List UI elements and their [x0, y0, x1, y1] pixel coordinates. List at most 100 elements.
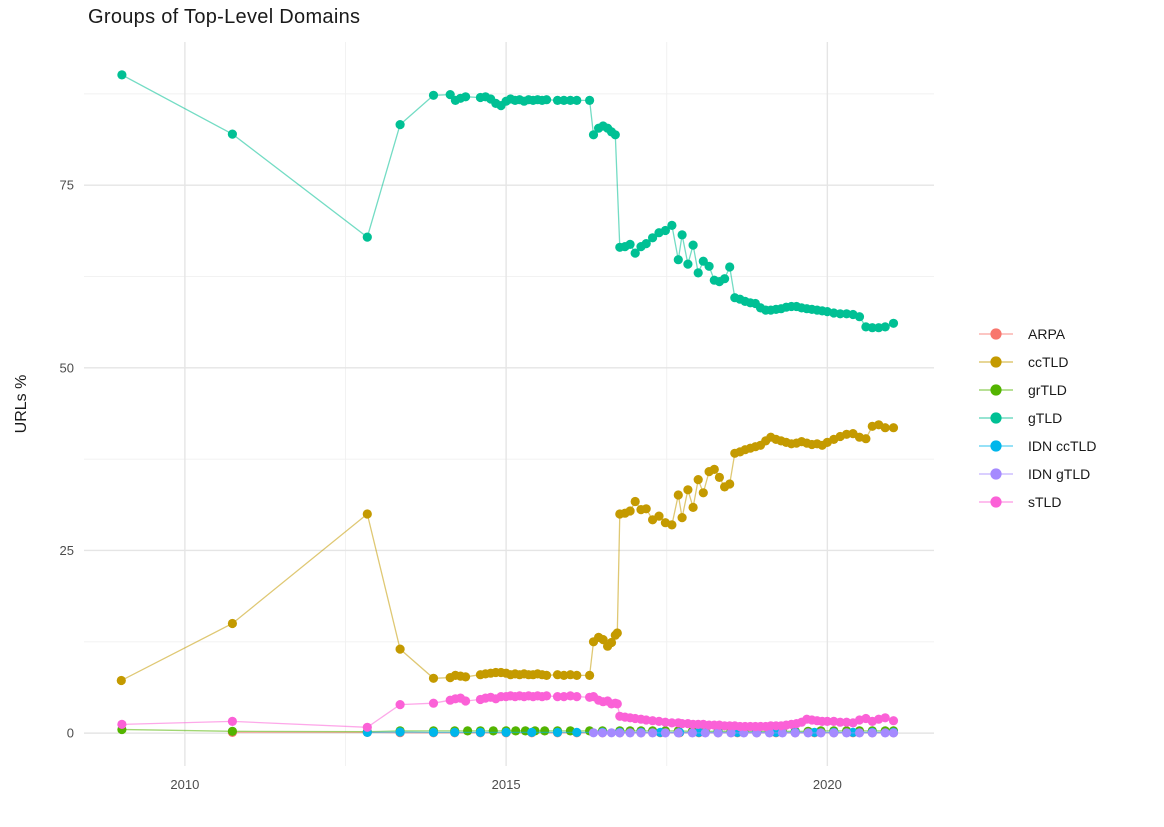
legend-key-dot — [990, 356, 1002, 368]
data-point — [803, 728, 813, 738]
data-point — [542, 670, 552, 681]
data-point — [588, 130, 599, 140]
data-point — [116, 675, 126, 686]
series-line — [121, 74, 894, 329]
data-point — [867, 728, 877, 738]
data-point — [683, 259, 693, 269]
data-point — [688, 240, 698, 250]
data-point — [501, 727, 511, 738]
data-point — [641, 504, 651, 514]
data-point — [227, 726, 237, 736]
data-point — [572, 670, 582, 681]
data-point — [888, 423, 899, 433]
legend-key-icon — [979, 412, 1013, 424]
legend-label: ARPA — [1028, 326, 1066, 342]
data-point — [660, 225, 671, 236]
legend-item-idn-cctld: IDN ccTLD — [978, 432, 1096, 460]
data-point — [854, 312, 865, 322]
data-point — [673, 728, 683, 738]
data-point — [542, 95, 552, 105]
legend-item-gtld: gTLD — [978, 404, 1096, 432]
data-point — [117, 719, 127, 730]
chart-title: Groups of Top-Level Domains — [88, 6, 361, 28]
legend-item-stld: sTLD — [978, 488, 1096, 516]
data-point — [461, 672, 471, 682]
data-point — [625, 728, 635, 738]
data-point — [612, 628, 622, 638]
legend-key-dot — [990, 440, 1002, 452]
legend-key-icon — [979, 356, 1013, 368]
data-point — [428, 90, 439, 100]
data-point — [725, 262, 735, 272]
data-point — [630, 496, 640, 507]
data-point — [461, 696, 471, 706]
data-point — [641, 239, 651, 249]
legend-item-cctld: ccTLD — [978, 348, 1096, 376]
data-point — [648, 233, 658, 243]
data-point — [713, 728, 723, 738]
data-point — [559, 95, 569, 105]
data-point — [835, 717, 845, 727]
legend-key-icon — [979, 440, 1013, 452]
data-point — [667, 718, 677, 728]
legend-key-dot — [990, 328, 1002, 340]
y-tick-label: 50 — [60, 360, 74, 375]
data-point — [606, 728, 617, 738]
x-tick-label: 2015 — [492, 777, 521, 792]
legend-label: grTLD — [1028, 382, 1067, 398]
data-point — [693, 475, 703, 485]
data-point — [227, 129, 237, 139]
data-point — [888, 318, 899, 328]
data-point — [598, 635, 608, 645]
legend-key-icon — [979, 328, 1013, 340]
data-point — [395, 644, 405, 654]
legend-item-idn-gtld: IDN gTLD — [978, 460, 1096, 488]
data-point — [704, 261, 714, 271]
data-point — [790, 728, 800, 738]
data-point — [677, 513, 687, 523]
data-point — [395, 700, 405, 710]
series-sTLD — [117, 691, 899, 732]
legend-key-dot — [990, 468, 1002, 480]
data-point — [612, 699, 622, 709]
data-point — [362, 509, 372, 519]
legend-item-arpa: ARPA — [978, 320, 1096, 348]
legend-key-dot — [990, 384, 1002, 396]
data-point — [428, 698, 439, 708]
legend: ARPA ccTLD grTLD gTLD IDN ccTLD IDN gTLD sTLD — [978, 320, 1096, 516]
data-point — [829, 728, 839, 738]
data-point — [615, 728, 625, 738]
data-point — [428, 673, 439, 683]
data-point — [667, 220, 677, 230]
data-point — [648, 728, 658, 738]
data-point — [687, 728, 698, 738]
data-point — [854, 728, 865, 738]
data-point — [861, 434, 871, 444]
data-point — [597, 728, 608, 738]
legend-label: IDN ccTLD — [1028, 438, 1097, 454]
data-point — [693, 268, 703, 278]
data-point — [572, 95, 582, 105]
data-point — [395, 120, 405, 130]
data-point — [565, 95, 576, 105]
data-point — [683, 485, 693, 495]
data-point — [488, 726, 498, 736]
data-point — [475, 727, 485, 738]
data-point — [888, 728, 899, 738]
data-point — [714, 472, 725, 482]
data-point — [700, 728, 710, 738]
data-point — [660, 728, 671, 738]
y-tick-label: 25 — [60, 543, 74, 558]
data-point — [777, 728, 788, 738]
data-point — [450, 727, 460, 738]
y-tick-label: 75 — [60, 178, 74, 193]
data-point — [395, 727, 405, 737]
data-point — [726, 728, 736, 738]
legend-label: ccTLD — [1028, 354, 1069, 370]
data-point — [816, 728, 826, 738]
data-point — [888, 716, 899, 726]
data-point — [625, 239, 635, 249]
data-point — [880, 423, 890, 433]
data-point — [511, 726, 521, 736]
